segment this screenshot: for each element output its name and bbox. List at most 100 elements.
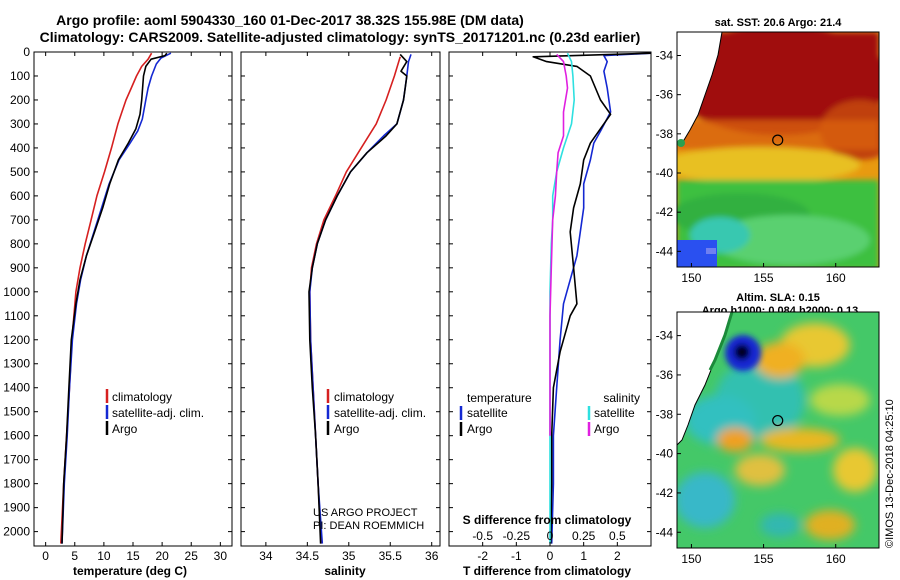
sst-map-title: sat. SST: 20.6 Argo: 21.4 [715,17,843,29]
sst-land [677,32,722,145]
pi-credit: PI: DEAN ROEMMICH [313,520,424,532]
map-y-tick-label: -36 [656,88,674,102]
series-line-salinity-argo [549,53,569,436]
difference-legend: temperature satellite Argo salinity sate… [459,391,640,436]
depth-tick-label: 1100 [4,309,30,323]
map-y-tick-label: -38 [656,127,674,141]
map-y-tick-label: -36 [656,368,674,382]
map-x-tick-label: 150 [681,271,701,285]
depth-tick-label: 700 [10,213,30,227]
x-tick-label: 0 [547,549,554,563]
x-tick-label: 1 [580,549,587,563]
series-line-argo [308,53,408,544]
sla-yellow-blob-3 [735,454,785,486]
salinity-xlabel: salinity [324,564,366,578]
legend-title-salinity: salinity [603,391,640,405]
x-tick-label: 0 [42,549,49,563]
map-y-tick-label: -42 [656,205,674,219]
sla-map [676,311,880,549]
legend-argo: Argo [334,422,360,436]
x-tick-label: 20 [155,549,169,563]
map-x-tick-label: 150 [681,552,701,566]
legend-title-temperature: temperature [467,391,532,405]
legend-s-argo: Argo [594,422,620,436]
sst-map [676,31,880,268]
x-tick-label: 36 [425,549,439,563]
x-tick-label: 35.5 [379,549,403,563]
map-y-tick-label: -44 [656,244,674,258]
depth-tick-label: 1000 [3,285,30,299]
x-tick-label: 25 [185,549,199,563]
depth-tick-label: 1200 [3,333,30,347]
sst-argo-marker [772,134,784,146]
sla-yellow-blob-2 [760,428,840,452]
s-tick-label: 0.5 [609,529,626,543]
temperature-xlabel: temperature (deg C) [73,564,187,578]
depth-tick-label: 2000 [3,525,30,539]
map-axes: 150 155 160 -34 -36 -38 -40 -42 -44 150 155 160 -34 -… [656,49,846,567]
sla-orange-blob-3 [717,428,753,452]
sst-warm-core [677,32,879,135]
x-tick-label: 10 [97,549,111,563]
difference-lines [532,52,651,544]
s-tick-label: -0.25 [503,529,531,543]
sla-cyan-blob-3 [677,472,735,528]
legend-climatology: climatology [112,390,172,404]
depth-axis: 0 100 200 300 400 500 600 700 800 900 1000 1100 1200… [3,45,651,539]
depth-tick-label: 1900 [3,501,30,515]
x-tick-label: 35 [342,549,356,563]
sla-map-title-1: Altim. SLA: 0.15 [736,292,820,304]
legend-t-satellite: satellite [467,406,508,420]
sla-argo-marker [772,414,784,427]
imos-credit: ©IMOS 13-Dec-2018 04:25:10 [884,399,896,548]
s-tick-label: 0 [547,529,554,543]
map-y-tick-label: -44 [656,525,674,539]
sla-orange-blob-1 [755,342,805,378]
depth-tick-label: 400 [10,141,30,155]
s-tick-label: -0.5 [472,529,493,543]
sla-cyan-blob-4 [760,513,800,537]
temperature-lines [60,52,172,544]
x-tick-label: 15 [126,549,140,563]
series-line-argo [61,52,168,544]
sla-yellow-blob-5 [833,448,877,492]
legend-satellite: satellite-adj. clim. [334,406,426,420]
depth-tick-label: 0 [23,45,30,59]
map-x-tick-label: 160 [826,271,846,285]
depth-tick-label: 900 [10,261,30,275]
sst-coast-marker [677,139,685,147]
legend-climatology: climatology [334,390,394,404]
map-x-tick-label: 160 [826,552,846,566]
salinity-frame [240,51,441,547]
salinity-panel [240,51,441,547]
depth-tick-label: 800 [10,237,30,251]
x-tick-label: 34 [259,549,273,563]
title-line-1: Argo profile: aoml 5904330_160 01-Dec-20… [56,12,524,28]
salinity-legend: climatology satellite-adj. clim. Argo [326,389,426,436]
x-tick-label: 30 [214,549,228,563]
map-y-tick-label: -38 [656,407,674,421]
depth-tick-label: 1700 [3,453,30,467]
title-line-2: Climatology: CARS2009. Satellite-adjuste… [40,29,641,45]
depth-tick-label: 1800 [3,477,30,491]
sst-yellow-band [677,147,860,183]
sst-green-light [710,215,870,265]
sst-coastline [677,32,723,146]
legend-satellite: satellite-adj. clim. [112,406,204,420]
sla-eddy-core [734,344,750,360]
depth-tick-label: 1600 [3,429,30,443]
difference-xlabel: T difference from climatology [463,564,631,578]
depth-tick-label: 200 [10,93,30,107]
x-tick-label: -1 [511,549,522,563]
map-y-tick-label: -34 [656,49,674,63]
map-y-tick-label: -40 [656,166,674,180]
sla-orange-blob-2 [805,510,855,540]
project-credit: US ARGO PROJECT [313,507,418,519]
x-axes: 0 5 10 15 20 25 30 34 34.5 35 35.5 36 -2 -1 0 1 2 -0.5 -0.… [42,52,626,563]
sst-cold-detail [706,248,716,254]
series-line-temperature-satellite [550,52,651,544]
sla-yellow-blob-4 [810,384,870,416]
depth-tick-label: 1300 [3,357,30,371]
legend-t-argo: Argo [467,422,493,436]
